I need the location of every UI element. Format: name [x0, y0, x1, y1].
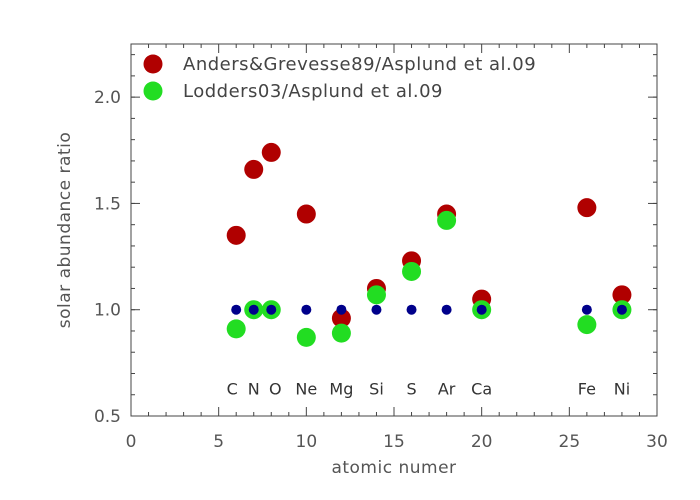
point-reference [266, 304, 277, 315]
point-anders-grevesse [577, 198, 597, 218]
element-label-s: S [406, 379, 416, 398]
y-tick-labels: 0.5 1.0 1.5 2.0 [94, 88, 121, 427]
point-lodders [366, 285, 386, 305]
point-lodders [437, 210, 457, 230]
x-tick-labels: 0 5 10 15 20 25 30 [126, 432, 668, 452]
point-reference [441, 304, 452, 315]
legend-label-lodders: Lodders03/Asplund et al.09 [183, 81, 443, 102]
legend-marker-lodders [143, 81, 163, 101]
y-tick-label: 2.0 [94, 88, 121, 108]
point-anders-grevesse [612, 285, 632, 305]
legend-marker-anders-grevesse [143, 54, 163, 74]
x-tick-label: 25 [559, 432, 581, 452]
y-tick-label: 1.5 [94, 194, 121, 214]
point-lodders [226, 319, 246, 339]
element-label-ca: Ca [471, 379, 492, 398]
point-lodders [577, 315, 597, 335]
point-anders-grevesse [261, 142, 281, 162]
data-points [226, 142, 632, 347]
point-reference [231, 304, 242, 315]
element-label-mg: Mg [329, 379, 353, 398]
x-tick-label: 10 [296, 432, 318, 452]
element-label-si: Si [369, 379, 384, 398]
x-tick-label: 0 [126, 432, 137, 452]
element-label-ni: Ni [614, 379, 630, 398]
element-labels: C N O Ne Mg Si S Ar Ca Fe Ni [227, 379, 631, 398]
point-reference [476, 304, 487, 315]
point-reference [616, 304, 627, 315]
element-label-fe: Fe [578, 379, 596, 398]
y-tick-label: 1.0 [94, 301, 121, 321]
legend: Anders&Grevesse89/Asplund et al.09 Lodde… [143, 54, 536, 102]
y-tick-label: 0.5 [94, 407, 121, 427]
point-reference [581, 304, 592, 315]
point-lodders [331, 323, 351, 343]
point-lodders [296, 327, 316, 347]
point-anders-grevesse [331, 308, 351, 328]
point-reference [248, 304, 259, 315]
element-label-ar: Ar [438, 379, 456, 398]
element-label-o: O [269, 379, 282, 398]
element-label-c: C [227, 379, 238, 398]
legend-label-anders-grevesse: Anders&Grevesse89/Asplund et al.09 [183, 54, 536, 75]
element-label-n: N [248, 379, 260, 398]
point-lodders [402, 261, 422, 281]
x-axis-label: atomic numer [331, 458, 456, 478]
point-reference [371, 304, 382, 315]
x-tick-label: 5 [213, 432, 224, 452]
point-anders-grevesse [296, 204, 316, 224]
x-tick-label: 15 [383, 432, 405, 452]
point-anders-grevesse [226, 225, 246, 245]
point-anders-grevesse [244, 159, 264, 179]
x-tick-label: 30 [646, 432, 668, 452]
axis-ticks [130, 44, 658, 417]
point-reference [406, 304, 417, 315]
element-label-ne: Ne [295, 379, 317, 398]
y-axis-label: solar abundance ratio [55, 132, 75, 328]
x-tick-label: 20 [471, 432, 493, 452]
point-reference [301, 304, 312, 315]
point-reference [336, 304, 347, 315]
